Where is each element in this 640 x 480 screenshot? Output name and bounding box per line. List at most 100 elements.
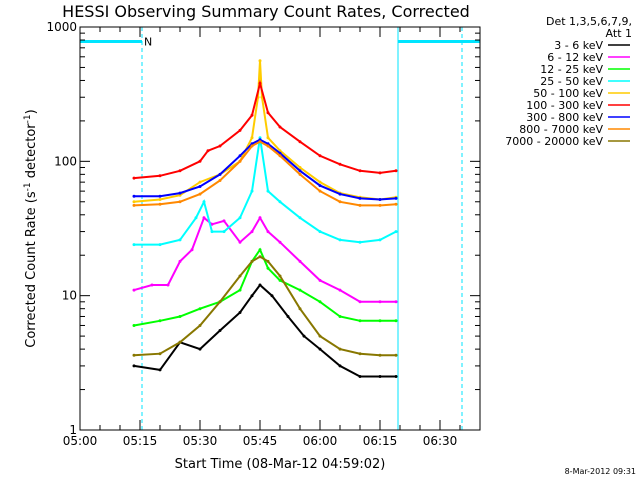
series-point [202,216,206,220]
series-point [266,136,270,140]
series-point [318,180,322,184]
series-point [132,364,136,368]
series-point [250,294,254,298]
series-point [394,169,398,173]
plot-frame [79,26,481,431]
legend-label: 800 - 7000 keV [519,123,603,136]
series-point [358,300,362,304]
series-point [178,200,182,204]
series-point [218,329,222,332]
y-tick-label: 10 [62,289,77,303]
series-point [158,194,162,198]
series-point [158,202,162,206]
series-point [238,159,242,163]
series-point [338,364,342,368]
series-point [394,319,398,323]
series-point [394,300,398,304]
series-point [298,166,302,169]
series-point [258,216,262,220]
series-point [318,334,322,338]
series-point [358,240,362,244]
y-tick-label: 100 [54,154,77,168]
series-point [250,259,254,263]
x-tick-label: 05:00 [63,434,98,448]
series-point [190,248,194,252]
series-point [250,144,254,148]
series-point [198,159,202,163]
series-point [338,238,342,242]
series-point [378,171,382,175]
series-point [278,278,282,282]
series-point [158,352,162,356]
series-point [178,315,182,318]
series-point [250,136,254,140]
y-axis-label-part: detector [24,123,39,183]
series-point [378,319,382,323]
series-point [278,274,282,278]
series-point [358,203,362,207]
series-point [238,154,242,158]
series-point [278,154,282,158]
y-axis-label-part: -1 [23,114,33,123]
series-point [218,300,222,304]
series-point [298,307,302,311]
series-point [258,140,262,144]
series-point [178,340,182,344]
series-point [298,288,302,292]
series-point [266,259,270,263]
legend-label: 25 - 50 keV [540,75,603,88]
series-point [278,125,282,129]
series-point [378,353,382,357]
series-point [166,283,170,287]
legend-label: 300 - 800 keV [526,111,603,124]
x-axis-label: Start Time (08-Mar-12 04:59:02) [175,457,386,472]
series-point [378,238,382,242]
series-point [278,240,282,244]
series-point [178,169,182,173]
series-point [318,154,322,158]
series-point [206,149,210,153]
series-point [132,176,136,180]
night-label: N [144,35,152,48]
series-point [132,194,136,198]
y-axis-label-part: ) [24,109,39,114]
series-point [238,311,242,314]
series-point [338,315,342,318]
series-point [394,230,398,234]
series-point [218,172,222,176]
series-point [318,347,322,351]
series-point [394,353,398,357]
series-point [302,334,306,338]
series-line [134,138,397,201]
series-point [222,230,226,234]
series-line [133,283,396,378]
x-tick-label: 06:30 [423,434,458,448]
x-tick-label: 05:15 [123,434,158,448]
x-tick-label: 06:00 [303,434,338,448]
legend-label: 12 - 25 keV [540,63,603,76]
series-line [133,255,396,357]
series-point [132,353,136,357]
series-point [250,189,254,193]
series-point [222,219,226,223]
series-point [198,180,202,184]
series-point [132,203,136,207]
series-point [238,288,242,292]
series-point [158,319,162,323]
series-point [210,230,214,234]
series-point [394,196,398,200]
series-point [270,294,274,298]
series-point [394,202,398,206]
series-point [218,179,222,182]
legend-label: 6 - 12 keV [547,51,603,64]
series-point [266,111,270,115]
series-line [133,60,397,203]
x-tick-label: 05:30 [183,434,218,448]
series-point [178,193,182,197]
timestamp: 8-Mar-2012 09:31 [565,467,636,476]
series-point [318,230,322,234]
x-tick-label: 05:45 [243,434,278,448]
series-point [298,216,302,220]
series-point [178,259,182,263]
